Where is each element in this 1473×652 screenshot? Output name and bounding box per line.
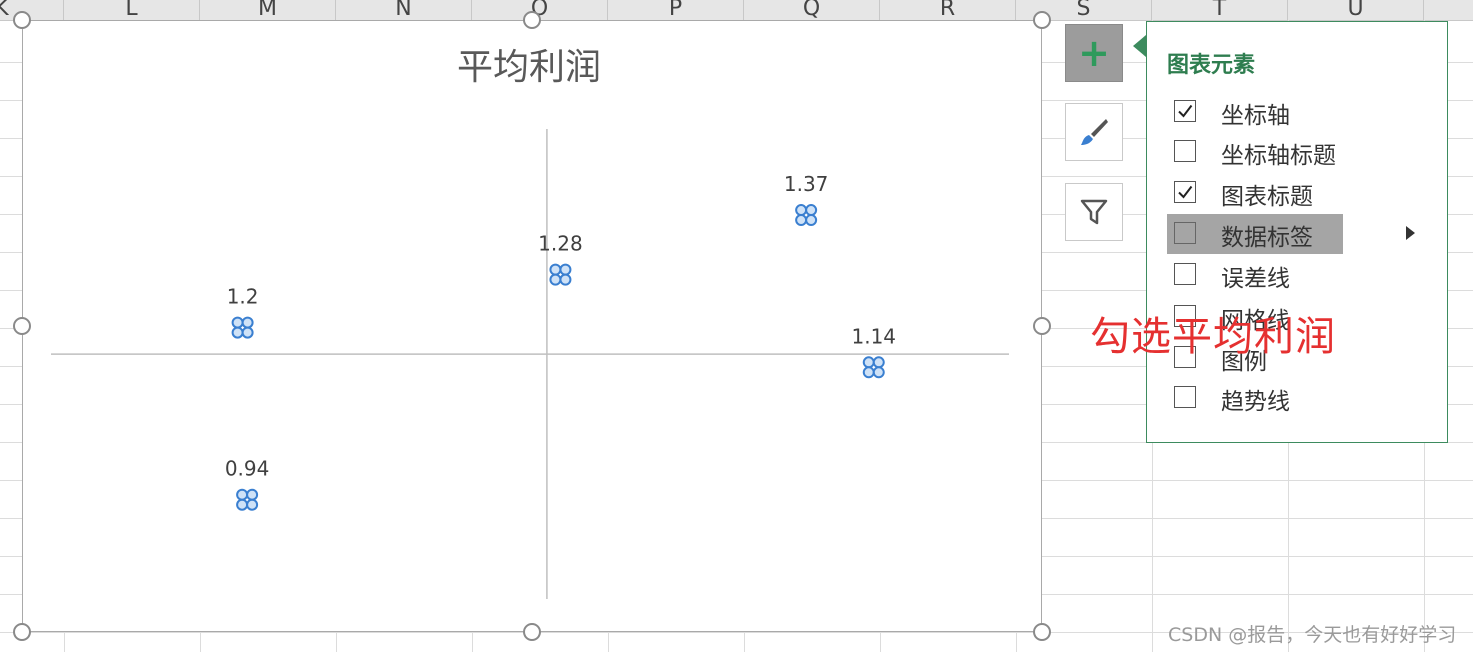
column-header-n[interactable]: N	[336, 0, 472, 20]
submenu-arrow-icon[interactable]	[1406, 226, 1415, 240]
checkmark-icon	[1178, 104, 1193, 118]
option-chart-title-label: 图表标题	[1221, 184, 1313, 210]
chart-title[interactable]: 平均利润	[457, 47, 601, 88]
chart-canvas: 平均利润 1.2 0.94 1.28 1.37 1.14	[51, 47, 1009, 599]
column-header-r[interactable]: R	[880, 0, 1016, 20]
data-point[interactable]	[795, 204, 818, 227]
option-gridlines[interactable]: 网格线	[1167, 297, 1343, 337]
resize-handle-top-left[interactable]	[13, 11, 31, 29]
column-header-p[interactable]: P	[608, 0, 744, 20]
option-trendline[interactable]: 趋势线	[1167, 378, 1343, 418]
resize-handle-top-right[interactable]	[1033, 11, 1051, 29]
panel-title: 图表元素	[1167, 53, 1256, 78]
column-header-t[interactable]: T	[1152, 0, 1288, 20]
resize-handle-bottom[interactable]	[523, 623, 541, 641]
option-error-bars-label: 误差线	[1221, 266, 1290, 292]
option-gridlines-label: 网格线	[1221, 308, 1290, 334]
axes-checkbox[interactable]	[1174, 100, 1196, 122]
chart-elements-button[interactable]: +	[1065, 24, 1123, 82]
option-data-labels[interactable]: 数据标签	[1167, 214, 1343, 254]
resize-handle-right[interactable]	[1033, 317, 1051, 335]
gridlines-checkbox[interactable]	[1174, 305, 1196, 327]
chart-title-checkbox[interactable]	[1174, 181, 1196, 203]
option-axes[interactable]: 坐标轴	[1167, 92, 1343, 132]
data-label[interactable]: 1.37	[784, 172, 829, 196]
column-header-u[interactable]: U	[1288, 0, 1424, 20]
data-point[interactable]	[231, 316, 254, 339]
chart-styles-button[interactable]	[1065, 103, 1123, 161]
watermark: CSDN @报告，今天也有好好学习	[1168, 624, 1457, 646]
option-trendline-label: 趋势线	[1221, 389, 1290, 415]
brush-icon	[1081, 119, 1108, 145]
data-point[interactable]	[862, 356, 885, 379]
data-point[interactable]	[549, 263, 572, 286]
option-axis-titles[interactable]: 坐标轴标题	[1167, 132, 1343, 172]
option-axes-label: 坐标轴	[1221, 103, 1290, 129]
resize-handle-left[interactable]	[13, 317, 31, 335]
column-header-l[interactable]: L	[64, 0, 200, 20]
option-legend-label: 图例	[1221, 349, 1267, 375]
chart-elements-panel: 图表元素 坐标轴 坐标轴标题 图表标题 数据标签 误差线 网格线 图例 趋势线	[1146, 21, 1448, 443]
resize-handle-bottom-left[interactable]	[13, 623, 31, 641]
panel-pointer	[1133, 35, 1146, 57]
resize-handle-bottom-right[interactable]	[1033, 623, 1051, 641]
resize-handle-top[interactable]	[523, 11, 541, 29]
trendline-checkbox[interactable]	[1174, 386, 1196, 408]
error-bars-checkbox[interactable]	[1174, 263, 1196, 285]
data-series[interactable]: 1.2 0.94 1.28 1.37 1.14	[225, 172, 896, 511]
annotation-text: 勾选平均利润	[1090, 314, 1336, 360]
axis-titles-checkbox[interactable]	[1174, 140, 1196, 162]
funnel-icon	[1080, 199, 1108, 225]
option-error-bars[interactable]: 误差线	[1167, 255, 1343, 295]
chart-filters-button[interactable]	[1065, 183, 1123, 241]
column-header-m[interactable]: M	[200, 0, 336, 20]
option-axis-titles-label: 坐标轴标题	[1221, 143, 1336, 169]
data-point[interactable]	[236, 488, 259, 511]
plus-icon: +	[1078, 31, 1110, 75]
data-label[interactable]: 1.14	[851, 324, 896, 348]
column-header-bar: K L M N O P Q R S T U	[0, 0, 1473, 21]
option-data-labels-label: 数据标签	[1221, 225, 1313, 251]
legend-checkbox[interactable]	[1174, 346, 1196, 368]
data-label[interactable]: 1.2	[227, 285, 259, 309]
checkmark-icon	[1178, 185, 1193, 199]
data-labels-checkbox[interactable]	[1174, 222, 1196, 244]
data-label[interactable]: 1.28	[538, 232, 583, 256]
scatter-chart[interactable]: 平均利润 1.2 0.94 1.28 1.37 1.14	[22, 20, 1042, 632]
data-label[interactable]: 0.94	[225, 457, 270, 481]
option-chart-title[interactable]: 图表标题	[1167, 173, 1343, 213]
column-header-k[interactable]: K	[0, 0, 64, 20]
option-legend[interactable]: 图例	[1167, 338, 1343, 378]
column-header-q[interactable]: Q	[744, 0, 880, 20]
column-header-s[interactable]: S	[1016, 0, 1152, 20]
